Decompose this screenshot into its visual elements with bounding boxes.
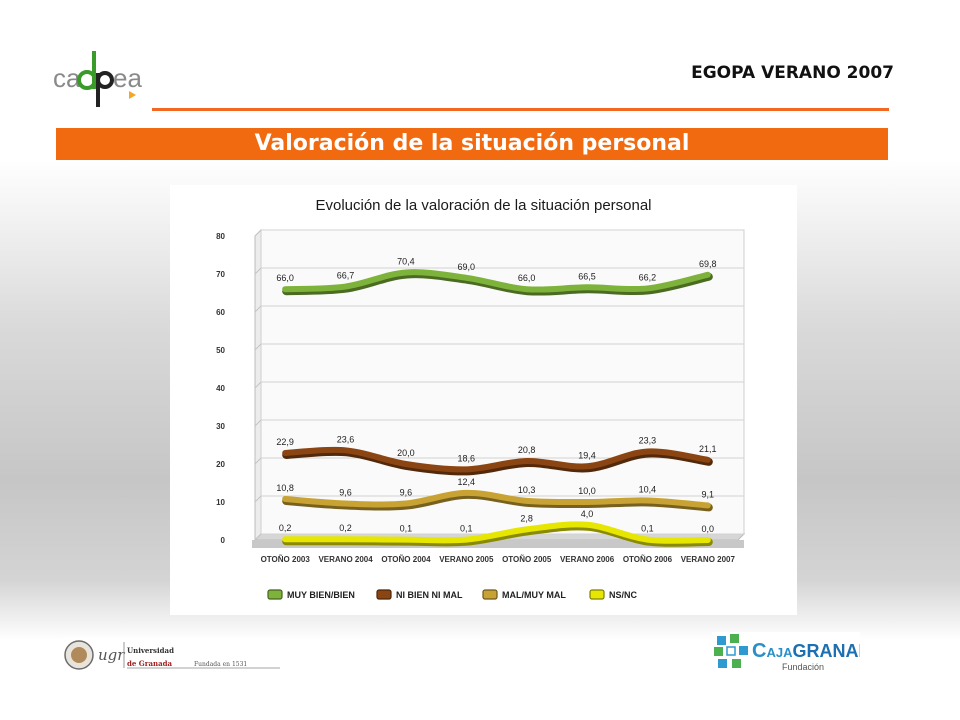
ugr-name-line2: de Granada (127, 659, 173, 668)
gridline-side (254, 229, 262, 237)
legend-label: MAL/MUY MAL (502, 590, 566, 600)
series-line (282, 269, 711, 293)
logo-arrow (129, 91, 136, 99)
ugr-founded: Fundada en 1531 (194, 661, 247, 668)
ugr-logo-mark: ugr Universidad de Granada Fundada en 15… (62, 638, 280, 672)
chart-panel: 0 10 20 30 40 50 60 70 80 OTOÑO 2003 VERANO 2004 OT… (170, 185, 797, 615)
cajagranada-logo-mark: CAJAGRANADA Fundación (712, 632, 884, 674)
x-tick-label: OTOÑO 2006 (623, 555, 673, 564)
y-tick-label: 40 (216, 384, 225, 393)
gridline-side (254, 533, 262, 541)
gridline-side (254, 419, 262, 427)
x-tick-label: VERANO 2004 (318, 555, 373, 564)
y-tick-label: 0 (221, 536, 226, 545)
data-label: 66,0 (518, 273, 536, 283)
legend-swatch (589, 589, 605, 600)
data-label: 20,0 (397, 448, 415, 458)
data-label: 9,1 (702, 489, 715, 499)
x-tick-label: OTOÑO 2003 (261, 555, 311, 564)
data-label: 10,4 (639, 484, 657, 494)
data-label: 21,1 (699, 444, 717, 454)
x-tick-label: VERANO 2005 (439, 555, 494, 564)
data-label: 0,2 (339, 523, 352, 533)
y-tick-label: 30 (216, 422, 225, 431)
y-tick-label: 60 (216, 308, 225, 317)
data-label: 10,8 (276, 483, 294, 493)
legend-label: NI BIEN NI MAL (396, 590, 463, 600)
series-line (282, 489, 711, 509)
data-label: 0,1 (460, 524, 473, 534)
data-label: 69,0 (458, 262, 476, 272)
logo-d-bowl (77, 70, 97, 90)
data-label: 23,6 (337, 434, 355, 444)
data-label: 4,0 (581, 509, 594, 519)
data-label: 66,7 (337, 271, 355, 281)
data-label: 66,0 (276, 273, 294, 283)
line-chart: 0 10 20 30 40 50 60 70 80 OTOÑO 2003 VERANO 2004 OT… (216, 228, 746, 600)
y-tick-label: 20 (216, 460, 225, 469)
data-label: 0,1 (400, 524, 413, 534)
y-tick-label: 70 (216, 270, 225, 279)
gridline-side (254, 343, 262, 351)
data-label: 0,0 (702, 524, 715, 534)
gridline-side (254, 457, 262, 465)
y-tick-label: 10 (216, 498, 225, 507)
data-label: 0,1 (641, 524, 654, 534)
data-label: 19,4 (578, 450, 596, 460)
caja-emblem (714, 634, 748, 668)
chart-floor-edge (252, 540, 744, 548)
legend-swatch (267, 589, 283, 600)
ugr-seal-center (71, 647, 87, 663)
chart-title: Evolución de la valoración de la situaci… (315, 197, 652, 214)
x-tick-label: OTOÑO 2004 (381, 555, 431, 564)
data-label: 66,2 (639, 272, 657, 282)
x-tick-label: OTOÑO 2005 (502, 555, 552, 564)
legend-label: MUY BIEN/BIEN (287, 590, 355, 600)
x-tick-label: VERANO 2007 (681, 555, 736, 564)
gridline-side (254, 381, 262, 389)
logo-d-stem (92, 51, 96, 89)
data-label: 70,4 (397, 256, 415, 266)
legend-swatch (482, 589, 498, 600)
legend-label: NS/NC (609, 590, 638, 600)
series-line (282, 521, 711, 544)
header-divider (152, 108, 889, 111)
survey-title: EGOPA VERANO 2007 (691, 63, 894, 83)
data-label: 9,6 (400, 488, 413, 498)
logo-ea: ea (113, 63, 142, 93)
data-label: 69,8 (699, 259, 717, 269)
gridline-side (254, 267, 262, 275)
data-label: 0,2 (279, 523, 292, 533)
svg-text:ugr: ugr (98, 646, 125, 664)
ugr-logo: ugr Universidad de Granada Fundada en 15… (62, 638, 280, 672)
logo-p-stem (96, 73, 100, 107)
data-label: 18,6 (458, 453, 476, 463)
x-tick-label: VERANO 2006 (560, 555, 615, 564)
ugr-name-line1: Universidad (127, 646, 174, 655)
cadpea-logo-mark: ca ea (53, 51, 142, 107)
cajagranada-logo: CAJAGRANADA Fundación (712, 632, 884, 674)
data-label: 22,9 (276, 437, 294, 447)
section-banner: Valoración de la situación personal (56, 128, 888, 160)
cadpea-logo: ca ea (47, 47, 145, 109)
data-label: 9,6 (339, 488, 352, 498)
data-label: 2,8 (520, 513, 533, 523)
data-label: 23,3 (639, 435, 657, 445)
logo-ca: ca (53, 63, 81, 93)
gridline-side (254, 305, 262, 313)
logo-p-bowl (96, 71, 114, 89)
data-label: 66,5 (578, 271, 596, 281)
data-label: 10,0 (578, 486, 596, 496)
data-label: 20,8 (518, 445, 536, 455)
data-label: 10,3 (518, 485, 536, 495)
legend-swatch (376, 589, 392, 600)
series-line (282, 446, 711, 473)
y-tick-label: 50 (216, 346, 225, 355)
caja-subtitle: Fundación (782, 662, 824, 672)
data-label: 12,4 (458, 477, 476, 487)
y-tick-label: 80 (216, 232, 225, 241)
gridline-side (254, 495, 262, 503)
